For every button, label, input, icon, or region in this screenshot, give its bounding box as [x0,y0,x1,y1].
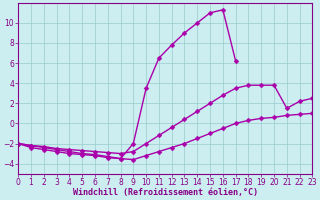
X-axis label: Windchill (Refroidissement éolien,°C): Windchill (Refroidissement éolien,°C) [73,188,258,197]
